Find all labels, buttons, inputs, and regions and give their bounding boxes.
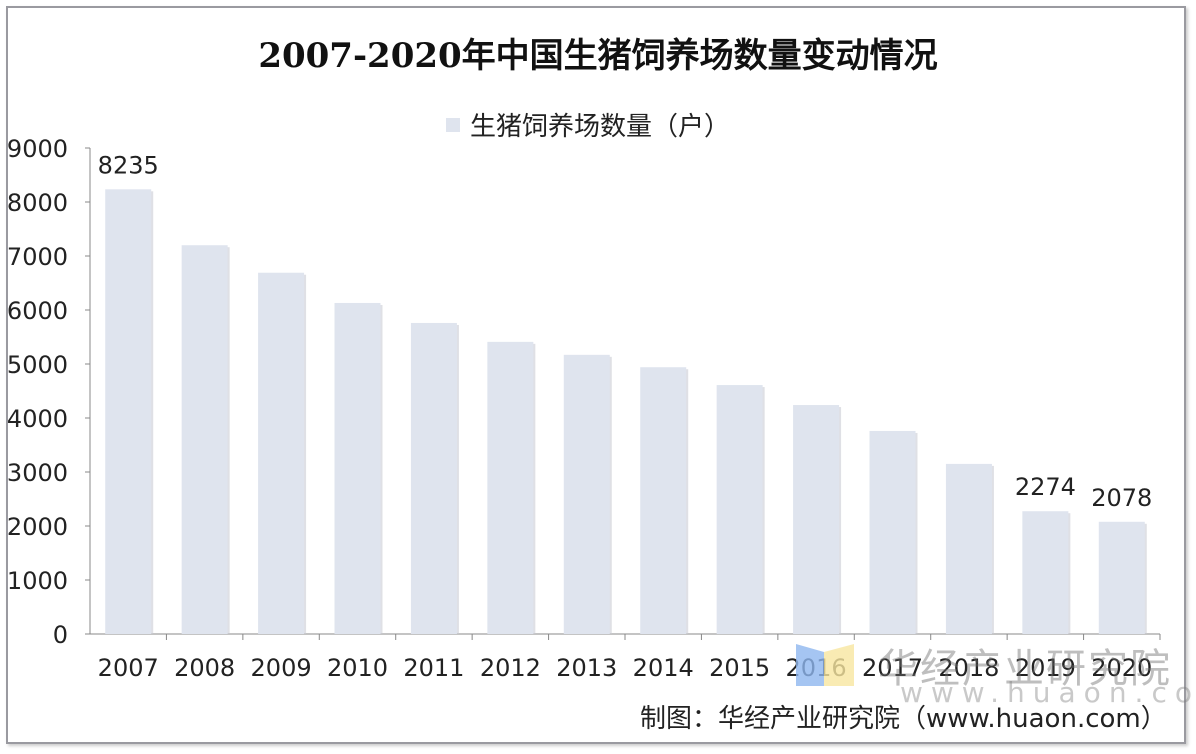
- data-label: 2274: [1015, 473, 1076, 501]
- y-tick-label: 6000: [7, 297, 68, 325]
- bar-2009: [258, 272, 305, 634]
- x-tick-label: 2013: [556, 654, 617, 682]
- legend: 生猪饲养场数量（户）: [446, 106, 730, 143]
- y-tick-label: 3000: [7, 459, 68, 487]
- x-tick-label: 2007: [98, 654, 159, 682]
- y-tick-label: 2000: [7, 513, 68, 541]
- x-tick-label: 2020: [1091, 654, 1152, 682]
- bar-2015: [716, 385, 763, 634]
- x-tick-label: 2008: [174, 654, 235, 682]
- chart-frame: [6, 6, 1186, 744]
- bar-2012: [487, 341, 534, 634]
- chart-title: 2007-2020年中国生猪饲养场数量变动情况: [258, 36, 938, 76]
- x-tick-label: 2018: [938, 654, 999, 682]
- bar-2019: [1022, 511, 1069, 634]
- y-tick-label: 4000: [7, 405, 68, 433]
- x-tick-label: 2015: [709, 654, 770, 682]
- bar-2020: [1098, 521, 1145, 634]
- y-tick-label: 5000: [7, 351, 68, 379]
- y-tick-label: 8000: [7, 189, 68, 217]
- bar-2010: [334, 302, 381, 634]
- y-tick-label: 1000: [7, 567, 68, 595]
- bar-2007: [105, 189, 152, 634]
- data-label: 2078: [1091, 484, 1152, 512]
- watermark-logo: [796, 644, 856, 686]
- legend-label: 生猪饲养场数量（户）: [470, 112, 731, 142]
- x-tick-label: 2017: [862, 654, 923, 682]
- bar-2017: [869, 430, 916, 634]
- bar-2011: [410, 322, 457, 634]
- x-tick-label: 2011: [403, 654, 464, 682]
- data-label: 8235: [98, 151, 159, 179]
- y-tick-label: 9000: [7, 135, 68, 163]
- source-note: 制图：华经产业研究院（www.huaon.com）: [640, 704, 1167, 734]
- x-tick-label: 2012: [480, 654, 541, 682]
- legend-swatch: [446, 117, 460, 132]
- bar-2014: [640, 367, 687, 634]
- bar-2013: [563, 354, 610, 634]
- bar-2018: [945, 463, 992, 634]
- y-tick-label: 0: [53, 621, 68, 649]
- x-tick-label: 2009: [251, 654, 312, 682]
- y-tick-label: 7000: [7, 243, 68, 271]
- bar-2008: [181, 245, 228, 634]
- x-tick-label: 2014: [633, 654, 694, 682]
- watermark-url: www.huaon.com: [900, 676, 1196, 709]
- bar-2016: [793, 405, 840, 634]
- x-tick-label: 2010: [327, 654, 388, 682]
- watermark-text: 华经产业研究院: [878, 646, 1172, 692]
- x-tick-label: 2019: [1015, 654, 1076, 682]
